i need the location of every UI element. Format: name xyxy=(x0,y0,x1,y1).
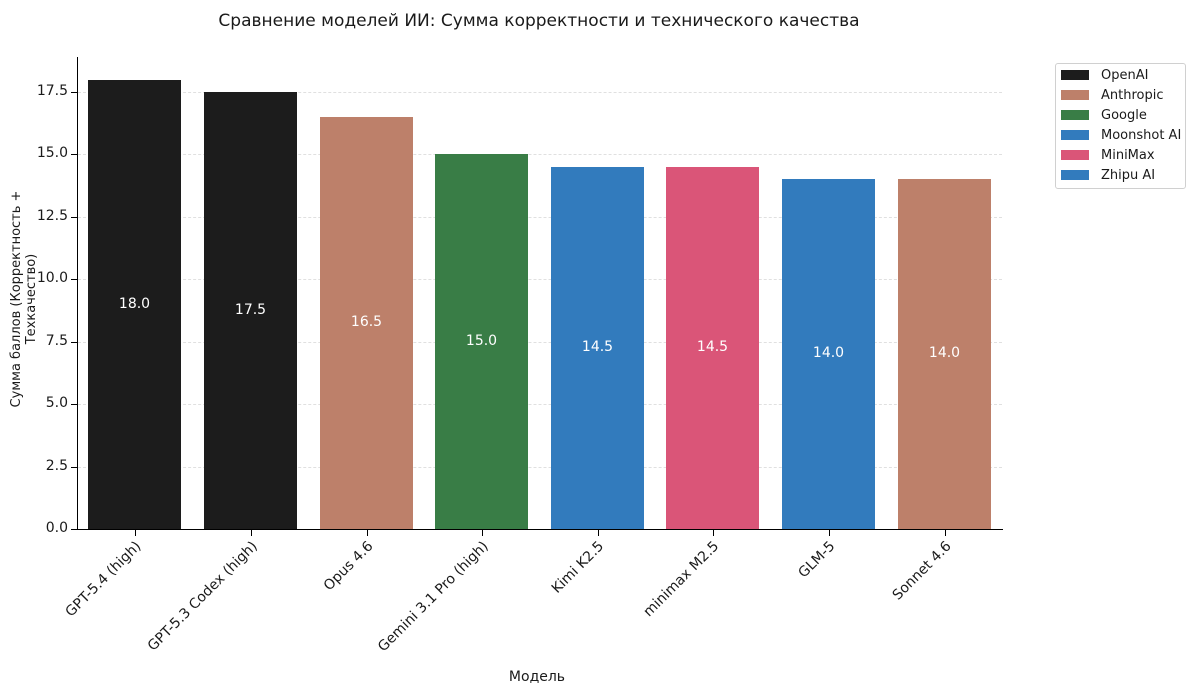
bar: 14.5 xyxy=(666,167,759,529)
bar-value-label: 14.0 xyxy=(928,345,961,361)
x-tick-label: GLM-5 xyxy=(795,538,839,582)
legend-item: Anthropic xyxy=(1061,85,1164,105)
x-axis-label: Модель xyxy=(508,669,566,685)
bar: 14.0 xyxy=(782,179,875,529)
chart-title: Сравнение моделей ИИ: Сумма корректности… xyxy=(218,11,860,31)
legend-label: Anthropic xyxy=(1101,87,1164,103)
y-tick xyxy=(71,279,77,280)
legend-swatch xyxy=(1061,130,1089,140)
legend-label: Google xyxy=(1101,107,1147,123)
y-tick xyxy=(71,92,77,93)
legend-label: OpenAI xyxy=(1101,67,1149,83)
x-tick xyxy=(251,530,252,536)
legend-item: Google xyxy=(1061,105,1147,125)
y-tick-label: 17.5 xyxy=(36,83,68,99)
bar-value-label: 17.5 xyxy=(234,301,267,318)
gridline xyxy=(78,467,1002,468)
y-axis-line xyxy=(77,57,78,530)
bar: 16.5 xyxy=(320,117,413,529)
x-tick-label: Sonnet 4.6 xyxy=(889,538,955,604)
gridline xyxy=(78,217,1002,218)
x-tick xyxy=(367,530,368,536)
y-tick-label: 12.5 xyxy=(36,208,68,224)
bar-value-label: 14.5 xyxy=(696,339,729,355)
x-tick-label: Gemini 3.1 Pro (high) xyxy=(374,538,492,656)
legend: OpenAI Anthropic Google Moonshot AI MiniMax Z… xyxy=(1055,63,1186,189)
legend-item: Moonshot AI xyxy=(1061,125,1181,145)
legend-label: Moonshot AI xyxy=(1101,127,1182,143)
bar-value-label: 14.5 xyxy=(581,339,614,355)
y-tick-label: 7.5 xyxy=(45,333,68,349)
legend-item: OpenAI xyxy=(1061,65,1148,85)
x-tick xyxy=(945,530,946,536)
x-tick-label: Opus 4.6 xyxy=(320,538,377,595)
y-tick-label: 15.0 xyxy=(36,145,68,161)
x-tick xyxy=(135,530,136,536)
bar: 17.5 xyxy=(204,92,297,529)
y-tick xyxy=(71,217,77,218)
legend-swatch xyxy=(1061,90,1089,100)
legend-item: Zhipu AI xyxy=(1061,165,1155,185)
y-tick-label: 10.0 xyxy=(36,270,68,286)
x-axis-line xyxy=(77,529,1003,530)
legend-swatch xyxy=(1061,170,1089,180)
x-tick xyxy=(598,530,599,536)
y-tick xyxy=(71,154,77,155)
x-tick xyxy=(829,530,830,536)
x-tick xyxy=(482,530,483,536)
y-tick-label: 2.5 xyxy=(45,458,68,474)
y-tick-label: 5.0 xyxy=(45,395,68,411)
legend-item: MiniMax xyxy=(1061,145,1155,165)
legend-swatch xyxy=(1061,110,1089,120)
x-tick-label: Kimi K2.5 xyxy=(548,538,608,597)
y-tick xyxy=(71,467,77,468)
gridline xyxy=(78,404,1002,405)
bar-value-label: 16.5 xyxy=(350,314,383,330)
x-tick-label: GPT-5.4 (high) xyxy=(62,538,145,621)
bar: 18.0 xyxy=(88,80,181,529)
y-tick xyxy=(71,404,77,405)
bar: 15.0 xyxy=(435,154,528,529)
y-tick xyxy=(71,342,77,343)
gridline xyxy=(78,342,1002,343)
bar: 14.5 xyxy=(551,167,644,529)
bar-value-label: 14.0 xyxy=(812,345,845,361)
gridline xyxy=(78,154,1002,155)
bar-value-label: 18.0 xyxy=(118,295,151,312)
y-tick-label: 0.0 xyxy=(45,520,68,536)
bar-value-label: 15.0 xyxy=(465,332,498,349)
legend-label: Zhipu AI xyxy=(1101,167,1156,183)
bar: 14.0 xyxy=(898,179,991,529)
legend-label: MiniMax xyxy=(1101,147,1155,163)
gridline xyxy=(78,92,1002,93)
legend-swatch xyxy=(1061,150,1089,160)
x-tick-label: GPT-5.3 Codex (high) xyxy=(144,538,261,655)
y-axis-label: Сумма баллов (Корректность + Техкачество… xyxy=(9,190,39,408)
x-tick xyxy=(713,530,714,536)
x-tick-label: minimax M2.5 xyxy=(640,538,723,621)
gridline xyxy=(78,279,1002,280)
y-tick xyxy=(71,529,77,530)
legend-swatch xyxy=(1061,70,1089,80)
